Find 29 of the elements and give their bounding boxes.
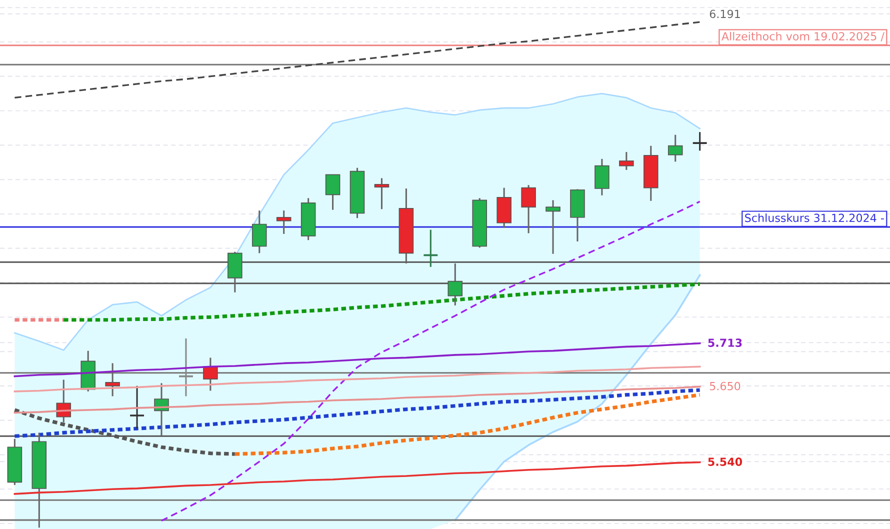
line-series <box>233 393 702 456</box>
candlestick <box>594 158 610 196</box>
candlestick <box>374 177 390 210</box>
candlestick <box>178 338 194 397</box>
candlestick <box>668 134 683 162</box>
line-series <box>62 282 702 322</box>
candlestick <box>276 210 292 235</box>
y-tick-label: 5.713 <box>708 338 742 347</box>
ref-line-label: Schlusskurs 31.12.2024 - <box>745 213 884 222</box>
line-series <box>12 388 702 438</box>
ref-line-label: Allzeithoch vom 19.02.2025 / <box>722 32 884 42</box>
candlestick <box>252 210 267 254</box>
y-tick-label: 6.191 <box>710 10 740 18</box>
candlestick <box>521 184 536 234</box>
candlestick <box>203 356 218 392</box>
candlestick <box>325 174 340 211</box>
line-series <box>14 21 701 99</box>
candlestick <box>105 362 120 397</box>
candlestick <box>422 228 439 268</box>
line-series <box>160 200 701 522</box>
candlestick <box>619 151 634 171</box>
y-tick-label: 5.650 <box>710 382 740 390</box>
candlestick <box>129 385 145 430</box>
y-tick-label: 5.540 <box>708 458 742 466</box>
candlestick <box>692 131 708 152</box>
line-series <box>14 366 701 392</box>
line-series <box>454 274 701 521</box>
candlestick <box>546 199 560 255</box>
line-series <box>14 461 701 495</box>
